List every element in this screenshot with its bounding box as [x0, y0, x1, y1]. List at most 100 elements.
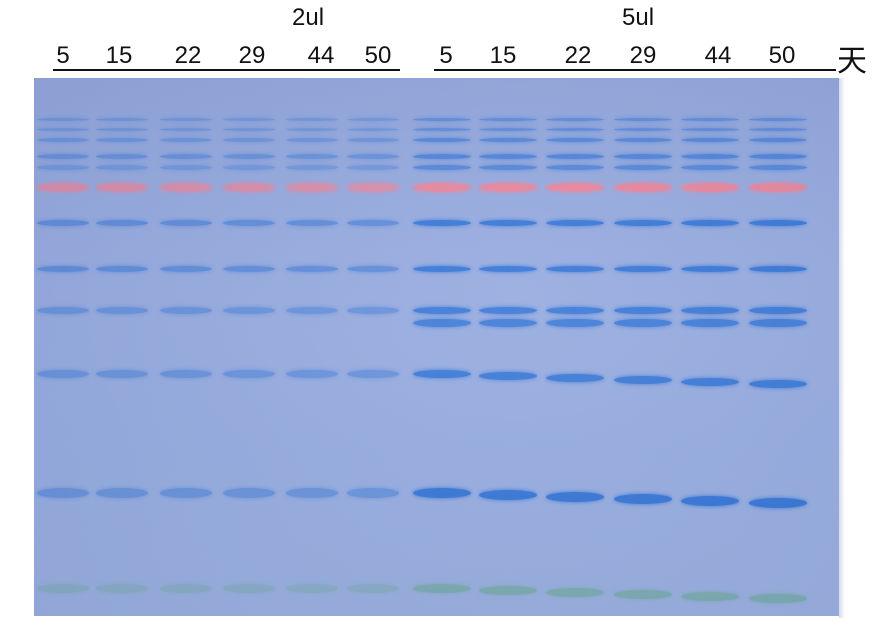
gel-band — [347, 128, 399, 131]
gel-band — [479, 165, 537, 170]
gel-lane — [681, 78, 739, 616]
gel-band — [749, 319, 807, 327]
gel-band — [749, 498, 807, 508]
underline-2ul — [53, 69, 400, 71]
gel-band — [413, 307, 471, 314]
gel-band — [347, 183, 399, 192]
gel-band — [160, 128, 212, 131]
gel-band — [96, 165, 148, 170]
gel-lane — [160, 78, 212, 616]
gel-band — [749, 307, 807, 314]
group-title-5ul: 5ul — [622, 4, 655, 31]
gel-band — [37, 220, 89, 226]
gel-band — [160, 118, 212, 121]
gel-band — [37, 154, 89, 159]
gel-lane — [223, 78, 275, 616]
gel-band — [681, 319, 739, 327]
gel-band — [286, 370, 338, 378]
lane-label-5ul-1: 5 — [439, 42, 453, 69]
gel-band — [681, 118, 739, 121]
gel-band — [286, 220, 338, 226]
gel-band — [749, 183, 807, 192]
gel-band — [96, 370, 148, 378]
gel-band — [479, 118, 537, 121]
gel-band — [546, 165, 604, 170]
group-title-2ul: 2ul — [292, 4, 325, 31]
gel-lane — [479, 78, 537, 616]
gel-band — [546, 374, 604, 382]
gel-band — [749, 380, 807, 388]
gel-band — [614, 307, 672, 314]
gel-band — [286, 128, 338, 131]
gel-band — [413, 165, 471, 170]
gel-band — [160, 165, 212, 170]
gel-band — [413, 584, 471, 593]
gel-band — [479, 154, 537, 159]
gel-band — [413, 220, 471, 226]
gel-band — [749, 165, 807, 170]
gel-band — [347, 266, 399, 272]
gel-band — [96, 307, 148, 314]
gel-band — [223, 183, 275, 192]
lane-label-5ul-2: 15 — [489, 42, 517, 69]
gel-band — [286, 138, 338, 142]
gel-band — [614, 183, 672, 192]
gel-band — [96, 118, 148, 121]
gel-band — [223, 370, 275, 378]
gel-band — [479, 138, 537, 142]
gel-band — [160, 488, 212, 498]
lane-label-2ul-4: 29 — [238, 42, 266, 69]
gel-band — [347, 165, 399, 170]
gel-band — [37, 118, 89, 121]
gel-band — [413, 118, 471, 121]
gel-band — [546, 118, 604, 121]
gel-band — [96, 488, 148, 498]
gel-band — [749, 266, 807, 272]
gel-lane — [614, 78, 672, 616]
lane-label-2ul-2: 15 — [105, 42, 133, 69]
gel-band — [749, 594, 807, 603]
gel-band — [96, 183, 148, 192]
gel-band — [96, 220, 148, 226]
gel-band — [96, 128, 148, 131]
gel-band — [614, 154, 672, 159]
gel-band — [614, 220, 672, 226]
gel-band — [546, 128, 604, 131]
gel-band — [546, 220, 604, 226]
gel-band — [546, 154, 604, 159]
gel-lane — [286, 78, 338, 616]
gel-band — [347, 370, 399, 378]
gel-band — [681, 154, 739, 159]
gel-band — [614, 590, 672, 599]
gel-band — [614, 118, 672, 121]
gel-band — [347, 118, 399, 121]
gel-band — [681, 378, 739, 386]
gel-band — [37, 138, 89, 142]
gel-band — [160, 220, 212, 226]
gel-band — [681, 165, 739, 170]
gel-band — [479, 307, 537, 314]
gel-image — [34, 78, 839, 616]
lane-label-2ul-6: 50 — [364, 42, 392, 69]
gel-band — [160, 370, 212, 378]
gel-band — [413, 138, 471, 142]
gel-band — [37, 183, 89, 192]
lane-label-2ul-3: 22 — [174, 42, 202, 69]
gel-band — [286, 154, 338, 159]
gel-band — [223, 118, 275, 121]
gel-band — [286, 266, 338, 272]
gel-band — [160, 183, 212, 192]
gel-band — [479, 128, 537, 131]
gel-band — [286, 488, 338, 498]
gel-band — [37, 584, 89, 593]
gel-band — [223, 584, 275, 593]
gel-band — [96, 266, 148, 272]
gel-band — [347, 584, 399, 593]
gel-band — [37, 488, 89, 498]
gel-band — [37, 370, 89, 378]
gel-band — [223, 488, 275, 498]
gel-band — [413, 370, 471, 378]
gel-band — [749, 138, 807, 142]
gel-lane — [96, 78, 148, 616]
gel-band — [160, 138, 212, 142]
